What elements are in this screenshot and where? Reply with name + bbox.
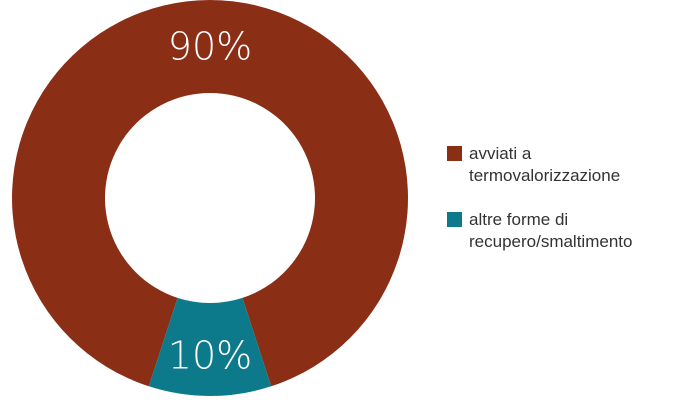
legend-swatch-altre-forme (447, 212, 462, 227)
legend-item-altre-forme: altre forme di recupero/smaltimento (447, 209, 687, 253)
legend-swatch-termovalorizzazione (447, 146, 462, 161)
slice-label-termovalorizzazione: 90% (168, 25, 252, 69)
legend-label-line: altre forme di (469, 210, 569, 229)
legend-label-line: recupero/smaltimento (469, 232, 633, 251)
legend-item-termovalorizzazione: avviati a termovalorizzazione (447, 143, 687, 187)
legend-label-termovalorizzazione: avviati a termovalorizzazione (469, 143, 620, 187)
donut-slice-altre-forme (148, 297, 272, 397)
legend-label-line: avviati a (469, 144, 532, 163)
slice-label-altre-forme: 10% (168, 334, 252, 378)
legend-label-line: termovalorizzazione (469, 166, 621, 185)
chart-legend: avviati a termovalorizzazione altre form… (447, 143, 687, 275)
donut-slice-termovalorizzazione (11, 0, 408, 387)
legend-label-altre-forme: altre forme di recupero/smaltimento (469, 209, 632, 253)
